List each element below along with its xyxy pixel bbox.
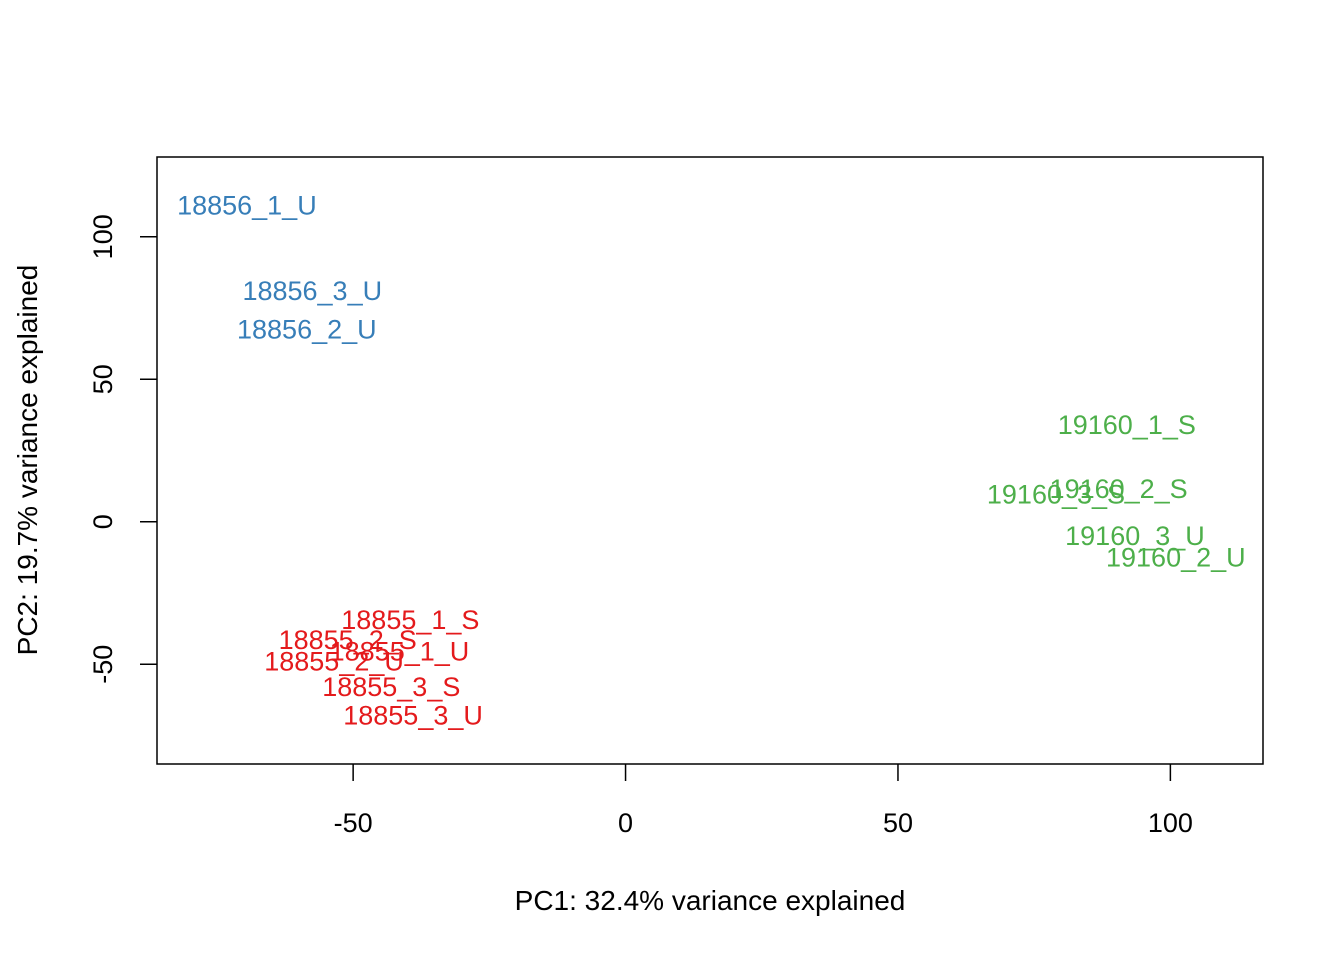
y-axis-title: PC2: 19.7% variance explained — [12, 265, 43, 656]
point-label-18855_1_U: 18855_1_U — [330, 636, 470, 666]
point-label-19160_2_U: 19160_2_U — [1106, 542, 1246, 572]
x-tick-label: 100 — [1148, 808, 1193, 838]
x-tick-label: 50 — [883, 808, 913, 838]
plot-frame — [156, 156, 1264, 765]
y-tick-label: -50 — [88, 645, 118, 684]
y-axis: -50 0 50 100 — [88, 214, 157, 684]
point-label-18855_2_S: 18855_2_S — [279, 625, 417, 655]
point-label-18855_3_S: 18855_3_S — [322, 672, 460, 702]
y-tick-label: 50 — [88, 364, 118, 394]
point-label-19160_2_S: 19160_2_S — [1050, 474, 1188, 504]
y-tick-label: 0 — [88, 514, 118, 529]
y-tick-label: 100 — [88, 214, 118, 259]
point-label-19160_3_S: 19160_3_S — [987, 480, 1125, 510]
point-label-18855_1_S: 18855_1_S — [341, 605, 479, 635]
x-tick-label: -50 — [334, 808, 373, 838]
point-label-19160_1_S: 19160_1_S — [1058, 410, 1196, 440]
x-axis-title: PC1: 32.4% variance explained — [515, 885, 906, 916]
point-label-18856_1_U: 18856_1_U — [177, 190, 317, 220]
x-tick-label: 0 — [618, 808, 633, 838]
point-label-18856_2_U: 18856_2_U — [237, 314, 377, 344]
x-axis: -50 0 50 100 — [334, 764, 1193, 838]
point-labels: 18856_1_U18856_3_U18856_2_U18855_1_S1885… — [177, 190, 1246, 730]
point-label-18855_3_U: 18855_3_U — [343, 701, 483, 731]
point-label-19160_3_U: 19160_3_U — [1065, 521, 1205, 551]
point-label-18856_3_U: 18856_3_U — [242, 276, 382, 306]
point-label-18855_2_U: 18855_2_U — [264, 646, 404, 676]
